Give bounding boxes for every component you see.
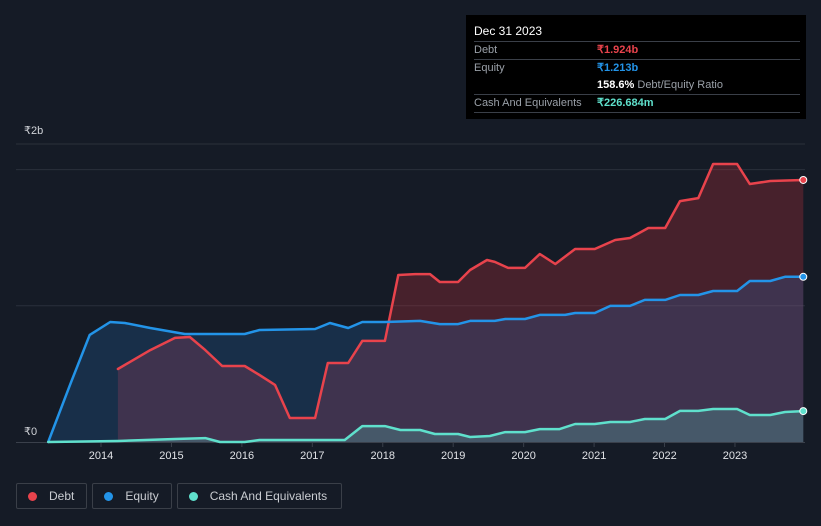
x-tick-label: 2023	[722, 450, 748, 462]
cash-area	[48, 409, 804, 442]
x-tick-label: 2017	[300, 450, 325, 462]
legend-debt[interactable]: Debt	[16, 483, 88, 509]
legend-cash[interactable]: Cash And Equivalents	[176, 483, 343, 509]
debt-line	[116, 162, 805, 420]
legend: Debt Equity Cash And Equivalents	[16, 483, 343, 509]
tooltip-cash-value: ₹226.684m	[597, 97, 654, 109]
debt-area	[117, 164, 804, 442]
tooltip-cash-label: Cash And Equivalents	[474, 97, 582, 109]
x-tick-label: 2015	[159, 450, 184, 462]
x-tick-label: 2020	[511, 450, 536, 462]
y-tick-2b: ₹2b	[24, 125, 44, 137]
tooltip-ratio-label: Debt/Equity Ratio	[637, 79, 723, 91]
equity-end-point	[799, 272, 808, 281]
x-tick-label: 2016	[229, 450, 255, 462]
equity-area	[48, 276, 804, 442]
y-tick-0: ₹0	[24, 426, 38, 438]
debt-dot-icon	[28, 491, 37, 501]
x-tick-label: 2021	[581, 450, 607, 462]
cash-line	[46, 407, 805, 444]
x-tick-label: 2022	[652, 450, 677, 462]
debt-end-point	[799, 175, 808, 184]
tooltip-debt-value: ₹1.924b	[597, 44, 639, 56]
tooltip-ratio-value: 158.6%	[597, 79, 635, 91]
x-tick-label: 2019	[440, 450, 466, 462]
legend-equity[interactable]: Equity	[92, 483, 172, 509]
cash-dot-icon	[188, 491, 198, 501]
x-tick-label: 2018	[370, 450, 395, 462]
tooltip-equity-label: Equity	[474, 62, 505, 74]
x-tick-label: 2014	[88, 450, 114, 462]
equity-dot-icon	[104, 491, 114, 501]
tooltip: Dec 31 2023 Debt ₹1.924b Equity ₹1.213b 15…	[466, 15, 806, 119]
equity-line	[46, 275, 805, 444]
cash-end-point	[799, 407, 808, 416]
tooltip-debt-label: Debt	[474, 44, 498, 56]
tooltip-date: Dec 31 2023	[474, 23, 800, 42]
tooltip-equity-value: ₹1.213b	[597, 62, 639, 74]
